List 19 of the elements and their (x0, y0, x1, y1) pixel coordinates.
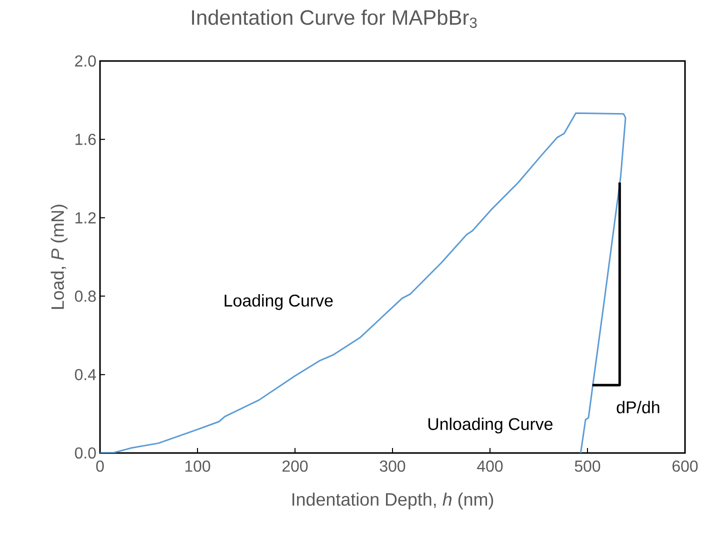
x-axis-title: Indentation Depth, h (nm) (292, 492, 494, 510)
y-tick-label: 1.6 (76, 134, 96, 146)
annotation: Unloading Curve (428, 418, 552, 434)
chart-title: Indentation Curve for MAPbBr$_{3}$ (192, 10, 477, 28)
x-tick-label: 0 (96, 460, 104, 472)
x-tick-label: 600 (672, 460, 698, 472)
y-tick-label: 0.4 (74, 368, 96, 380)
y-tick-label: 0.0 (74, 447, 96, 459)
y-axis-title: Load, P (mN) (50, 204, 68, 309)
x-tick-label: 300 (380, 460, 406, 472)
y-tick-label: 2.0 (75, 55, 96, 67)
annotation: dP/dh (616, 400, 660, 414)
annotation: Loading Curve (224, 294, 333, 310)
y-tick-label: 1.2 (76, 212, 96, 224)
y-tick-label: 0.8 (74, 290, 96, 302)
x-tick-label: 400 (477, 460, 503, 472)
x-tick-label: 500 (574, 460, 600, 472)
x-tick-label: 200 (282, 460, 308, 472)
x-tick-label: 100 (185, 460, 210, 472)
